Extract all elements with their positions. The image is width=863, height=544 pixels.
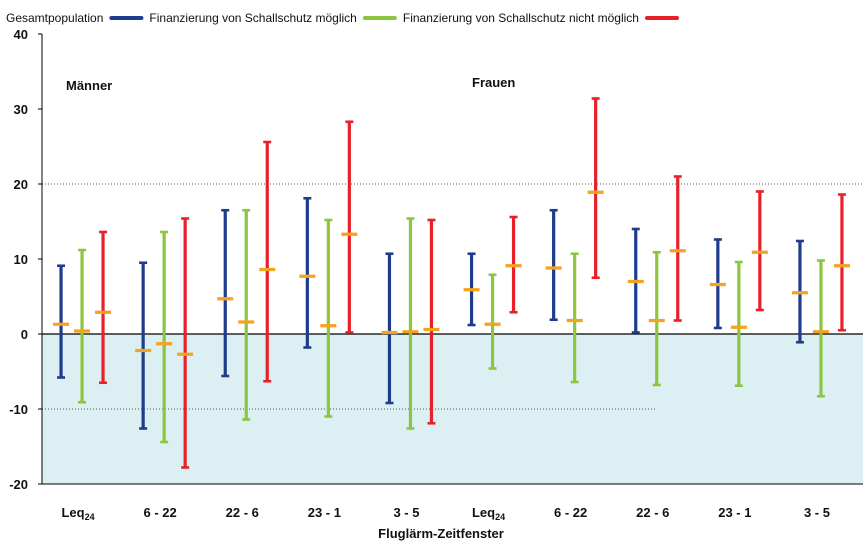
x-tick-label: 22 - 6 <box>226 505 259 520</box>
y-tick-label: -10 <box>9 402 28 417</box>
bars-layer <box>53 97 850 469</box>
error-bar <box>217 208 234 378</box>
error-bar <box>320 218 337 418</box>
error-bar <box>238 208 255 421</box>
error-bar <box>95 230 112 385</box>
x-tick-label: Leq24 <box>472 505 505 522</box>
error-bar <box>259 140 276 383</box>
error-bar <box>463 252 480 327</box>
error-bar <box>833 193 850 332</box>
error-bar <box>709 238 726 330</box>
group-label-maenner: Männer <box>66 78 112 93</box>
error-bar <box>484 273 501 370</box>
axis-layer <box>38 33 863 485</box>
error-bar <box>791 239 808 344</box>
y-tick-label: 30 <box>14 102 28 117</box>
x-tick-label: 23 - 1 <box>718 505 751 520</box>
x-tick-label: 6 - 22 <box>144 505 177 520</box>
error-bar <box>135 261 152 430</box>
text-layer: -20 -10 0 10 20 30 40 Leq24 6 - 22 22 - 6 23 - 1 3 … <box>9 27 830 541</box>
x-tick-label: 3 - 5 <box>393 505 419 520</box>
error-bar <box>669 175 686 322</box>
error-bar <box>730 260 747 388</box>
group-label-frauen: Frauen <box>472 75 515 90</box>
y-tick-label: 40 <box>14 27 28 42</box>
error-bar <box>751 190 768 312</box>
y-tick-label: -20 <box>9 477 28 492</box>
legend-entry-label: Finanzierung von Schallschutz möglich <box>149 11 356 25</box>
y-tick-label: 20 <box>14 177 28 192</box>
error-bar <box>53 264 70 379</box>
error-bar <box>587 97 604 280</box>
x-tick-label: Leq24 <box>61 505 94 522</box>
error-bar <box>545 208 562 322</box>
legend-entry-label: Gesamtpopulation <box>6 11 103 25</box>
x-tick-label: 3 - 5 <box>804 505 830 520</box>
error-bar <box>402 217 419 430</box>
y-tick-label: 10 <box>14 252 28 267</box>
error-bar <box>74 248 91 404</box>
error-bar <box>812 259 829 398</box>
error-bar <box>341 120 358 334</box>
error-bar <box>423 218 440 425</box>
error-bar <box>505 215 522 314</box>
y-tick-label: 0 <box>21 327 28 342</box>
error-bar <box>566 252 583 384</box>
legend-entry-label: Finanzierung von Schallschutz nicht mögl… <box>403 11 639 25</box>
x-tick-label: 6 - 22 <box>554 505 587 520</box>
negative-region-fill <box>42 334 863 484</box>
error-bar <box>627 227 644 334</box>
error-bar <box>648 250 665 387</box>
x-tick-label: 22 - 6 <box>636 505 669 520</box>
legend-layer: Gesamtpopulation Finanzierung von Schalls… <box>6 11 679 25</box>
error-bar <box>381 252 398 405</box>
x-tick-label: 23 - 1 <box>308 505 341 520</box>
error-bar <box>177 217 194 469</box>
x-axis-label: Fluglärm-Zeitfenster <box>378 526 504 541</box>
error-bar <box>299 196 316 349</box>
error-bar <box>156 230 173 444</box>
